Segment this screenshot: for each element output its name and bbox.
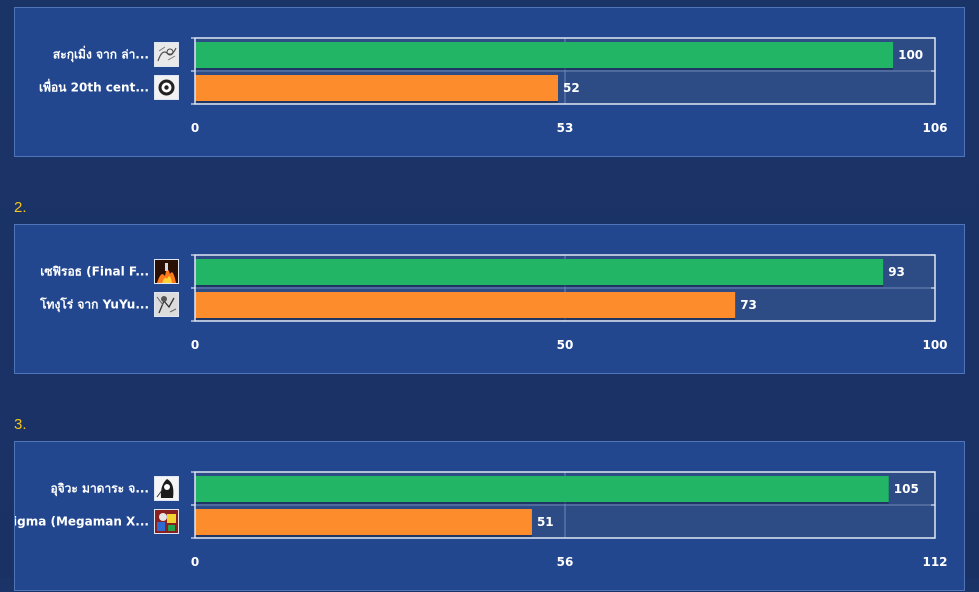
ninja-manga-icon [154, 476, 179, 501]
category-label: อุจิวะ มาดาระ จ... [50, 482, 149, 497]
bar-2 [195, 292, 736, 318]
chart-panel-2: 93 73 0 50 100 เซฟิรอธ (Final F... โทงุโร่ จาก… [14, 224, 965, 374]
x-tick-label: 0 [191, 555, 199, 569]
bar-value-label: 73 [740, 298, 757, 312]
bar-2 [195, 509, 532, 535]
match-index-2: 2. [14, 199, 27, 216]
bar-chart-1: 100 52 0 53 106 สะกุเมิ่ง จาก ล่า... เพื่อน 20… [39, 37, 948, 135]
bar-1 [195, 42, 894, 68]
bar-2 [195, 75, 559, 101]
fire-character-icon [154, 259, 179, 284]
category-label: เซฟิรอธ (Final F... [40, 265, 149, 279]
chart-panel-1: 100 52 0 53 106 สะกุเมิ่ง จาก ล่า... เพื่อน 20… [14, 7, 965, 157]
match-index-3: 3. [14, 416, 27, 433]
bar-chart-3: 105 51 0 56 112 อุจิวะ มาดาระ จ... Sigma (Mega… [15, 471, 948, 569]
bar-chart-2: 93 73 0 50 100 เซฟิรอธ (Final F... โทงุโร่ จาก… [39, 254, 948, 352]
x-tick-label: 100 [922, 338, 947, 352]
bar-1 [195, 259, 884, 285]
x-tick-label: 0 [191, 121, 199, 135]
x-tick-label: 53 [557, 121, 574, 135]
bar-1 [195, 476, 889, 502]
category-label: Sigma (Megaman X... [15, 515, 149, 529]
bar-value-label: 100 [898, 48, 923, 62]
bar-value-label: 105 [894, 482, 919, 496]
x-tick-label: 112 [922, 555, 947, 569]
x-tick-label: 106 [922, 121, 947, 135]
manga-sketch-icon [154, 42, 179, 67]
x-tick-label: 56 [557, 555, 574, 569]
x-tick-label: 50 [557, 338, 574, 352]
chart-panel-3: 105 51 0 56 112 อุจิวะ มาดาระ จ... Sigma (Mega… [14, 441, 965, 591]
category-label: โทงุโร่ จาก YuYu... [39, 297, 149, 313]
category-label: เพื่อน 20th cent... [39, 79, 149, 95]
bar-value-label: 52 [563, 81, 580, 95]
bar-value-label: 51 [537, 515, 554, 529]
manga-fighter-icon [154, 292, 179, 317]
category-label: สะกุเมิ่ง จาก ล่า... [53, 46, 149, 63]
bar-value-label: 93 [888, 265, 905, 279]
robot-colorful-icon [154, 509, 179, 534]
eye-mask-icon [154, 75, 179, 100]
x-tick-label: 0 [191, 338, 199, 352]
